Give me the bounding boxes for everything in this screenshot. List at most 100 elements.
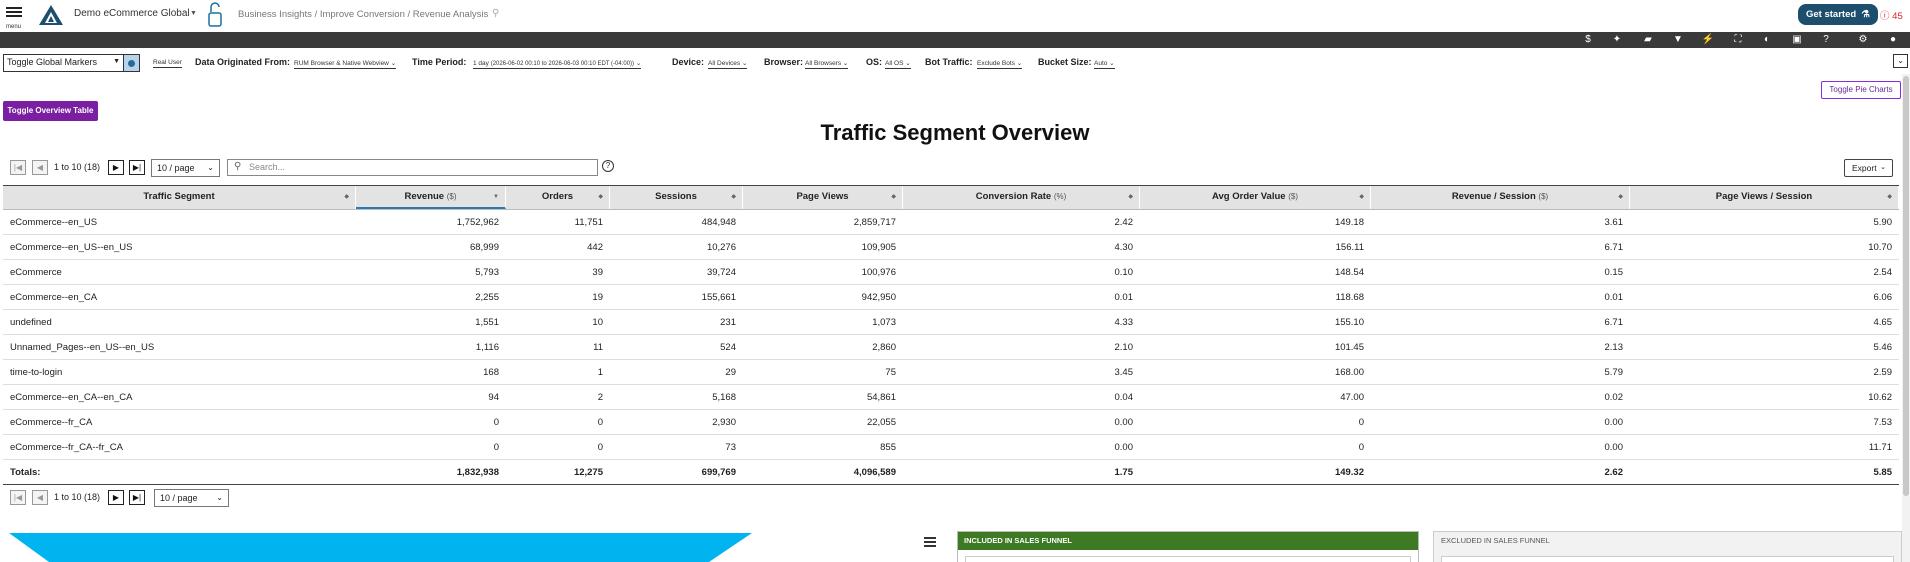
- info-icon[interactable]: ▣: [1792, 34, 1802, 45]
- alerts-indicator[interactable]: ⓘ 45: [1880, 8, 1903, 22]
- metric-value: 484,948: [701, 217, 736, 228]
- table-row[interactable]: Unnamed_Pages--en_US--en_US 1,116 11 524 2,8…: [3, 335, 1899, 360]
- chevron-down-icon: ▼: [113, 58, 120, 65]
- pin-icon[interactable]: ⚲: [492, 8, 500, 19]
- table-row[interactable]: eCommerce--en_CA 2,255 19 155,661 942,950 0.0…: [3, 285, 1899, 310]
- segment-name: Totals:: [10, 467, 41, 478]
- page-size-select[interactable]: 10 / page ⌄: [151, 159, 220, 177]
- unlock-icon[interactable]: [206, 1, 224, 29]
- dollar-icon[interactable]: $: [1585, 34, 1591, 45]
- menu-icon: [6, 7, 22, 9]
- metric-value: 0.10: [1114, 267, 1134, 278]
- next-page-icon[interactable]: ▶: [108, 160, 124, 175]
- chevron-down-icon: ⌄: [216, 493, 223, 502]
- metric-value: 54,861: [866, 392, 896, 403]
- column-header[interactable]: Page Views ◆: [743, 186, 903, 209]
- column-header-unit: ($): [1538, 192, 1549, 201]
- included-panel-title: INCLUDED IN SALES FUNNEL: [958, 532, 1418, 550]
- browser-select[interactable]: All Browsers ⌄: [805, 60, 849, 69]
- metric-value: 2.62: [1604, 467, 1624, 478]
- metric-value: 4.65: [1873, 317, 1893, 328]
- marker-toggle-button[interactable]: [124, 54, 140, 72]
- sort-icon: ◆: [344, 194, 349, 200]
- table-row[interactable]: undefined 1,551 10 231 1,073 4.33 155.10 6.71 4.…: [3, 310, 1899, 335]
- metric-value: 6.71: [1604, 242, 1624, 253]
- help-icon[interactable]: ?: [1823, 34, 1829, 45]
- table-row[interactable]: eCommerce 5,793 39 39,724 100,976 0.10 148.54 0…: [3, 260, 1899, 285]
- metric-value: 168: [483, 367, 499, 378]
- global-markers-select[interactable]: Toggle Global Markers ▼: [3, 54, 124, 72]
- column-header[interactable]: Avg Order Value ($) ◆: [1140, 186, 1371, 209]
- sales-funnel-graphic: [9, 533, 752, 562]
- column-header[interactable]: Page Views / Session ◆: [1630, 186, 1899, 209]
- column-header-label: Sessions: [655, 191, 697, 202]
- table-row[interactable]: eCommerce--fr_CA 0 0 2,930 22,055 0.00 0 0.00 7.…: [3, 410, 1899, 435]
- next-page-icon[interactable]: ▶: [108, 490, 124, 505]
- funnel-menu-icon[interactable]: [924, 537, 936, 549]
- metric-value: 5.79: [1604, 367, 1624, 378]
- lightning-icon[interactable]: ⚡: [1701, 34, 1715, 45]
- fullscreen-icon[interactable]: ⛶: [1734, 34, 1742, 45]
- page-size-select[interactable]: 10 / page ⌄: [154, 489, 229, 507]
- first-page-icon[interactable]: |◀: [10, 490, 26, 505]
- get-started-button[interactable]: Get started ⚗: [1798, 4, 1878, 25]
- last-page-icon[interactable]: ▶|: [129, 160, 145, 175]
- metric-value: 2.10: [1114, 342, 1134, 353]
- settings-icon[interactable]: ⚙: [1858, 34, 1868, 45]
- sort-desc-icon: ▼: [493, 194, 499, 200]
- last-page-icon[interactable]: ▶|: [129, 490, 145, 505]
- prev-page-icon[interactable]: ◀: [32, 160, 48, 175]
- menu-button[interactable]: menu: [5, 5, 27, 31]
- os-select[interactable]: All OS ⌄: [885, 60, 911, 69]
- filter-icon[interactable]: ▼: [1673, 34, 1683, 45]
- time-period-select[interactable]: 1 day (2026-06-02 00:10 to 2026-06-03 00…: [473, 60, 642, 69]
- column-header-label: Traffic Segment: [143, 191, 215, 202]
- metric-value: 231: [720, 317, 736, 328]
- breadcrumb[interactable]: Business Insights / Improve Conversion /…: [238, 9, 489, 20]
- column-header[interactable]: Orders ◆: [506, 186, 610, 209]
- toggle-overview-table-button[interactable]: Toggle Overview Table: [3, 101, 98, 121]
- bucket-size-select[interactable]: Auto ⌄: [1094, 60, 1115, 69]
- table-row[interactable]: eCommerce--en_US 1,752,962 11,751 484,948 2,…: [3, 210, 1899, 235]
- table-row[interactable]: eCommerce--en_US--en_US 68,999 442 10,276 10…: [3, 235, 1899, 260]
- prev-page-icon[interactable]: ◀: [32, 490, 48, 505]
- table-row[interactable]: eCommerce--en_CA--en_CA 94 2 5,168 54,861 0.0…: [3, 385, 1899, 410]
- collapse-filters-button[interactable]: ⌄: [1893, 54, 1908, 68]
- bot-traffic-select[interactable]: Exclude Bots ⌄: [977, 60, 1023, 69]
- comment-icon[interactable]: ▰: [1644, 34, 1652, 45]
- column-header[interactable]: Revenue / Session ($) ◆: [1371, 186, 1630, 209]
- scrollbar-thumb[interactable]: [1903, 76, 1909, 496]
- data-origin-select[interactable]: RUM Browser & Native Webview ⌄: [294, 60, 397, 69]
- sparkle-icon[interactable]: ✦: [1612, 34, 1622, 45]
- metric-value: 11: [593, 342, 603, 353]
- chevron-down-icon[interactable]: ▼: [190, 10, 197, 17]
- column-header-label: Revenue / Session: [1451, 191, 1536, 202]
- top-header: menu Demo eCommerce Global ▼ Business In…: [0, 0, 1910, 31]
- metric-value: 0.15: [1604, 267, 1624, 278]
- column-header-label: Orders: [541, 191, 574, 202]
- user-icon[interactable]: ●: [1889, 34, 1897, 45]
- alert-icon: ⓘ: [1880, 11, 1890, 22]
- export-button[interactable]: Export ⌄: [1844, 159, 1893, 177]
- metric-value: 155,661: [701, 292, 736, 303]
- column-header[interactable]: Traffic Segment ◆: [3, 186, 356, 209]
- column-header[interactable]: Revenue ($) ▼: [356, 186, 506, 209]
- device-label: Device:: [672, 57, 705, 67]
- search-input[interactable]: ⚲ Search...: [227, 159, 598, 176]
- real-user-filter[interactable]: Real User: [153, 59, 182, 68]
- question-icon[interactable]: ?: [602, 160, 614, 172]
- table-row[interactable]: time-to-login 168 1 29 75 3.45 168.00 5.79 2.59: [3, 360, 1899, 385]
- table-row[interactable]: eCommerce--fr_CA--fr_CA 0 0 73 855 0.00 0 0.00 1…: [3, 435, 1899, 460]
- device-select[interactable]: All Devices ⌄: [708, 60, 748, 69]
- metric-value: 442: [587, 242, 603, 253]
- metric-value: 10.70: [1868, 242, 1892, 253]
- contrast-icon[interactable]: ◐: [1763, 34, 1771, 45]
- metric-value: 2.42: [1114, 217, 1134, 228]
- metric-value: 155.10: [1334, 317, 1364, 328]
- column-header[interactable]: Sessions ◆: [610, 186, 743, 209]
- first-page-icon[interactable]: |◀: [10, 160, 26, 175]
- totals-row[interactable]: Totals: 1,832,938 12,275 699,769 4,096,589 1.…: [3, 460, 1899, 485]
- column-header[interactable]: Conversion Rate (%) ◆: [903, 186, 1140, 209]
- app-selector[interactable]: Demo eCommerce Global: [74, 8, 190, 19]
- toggle-pie-charts-button[interactable]: Toggle Pie Charts: [1821, 81, 1901, 99]
